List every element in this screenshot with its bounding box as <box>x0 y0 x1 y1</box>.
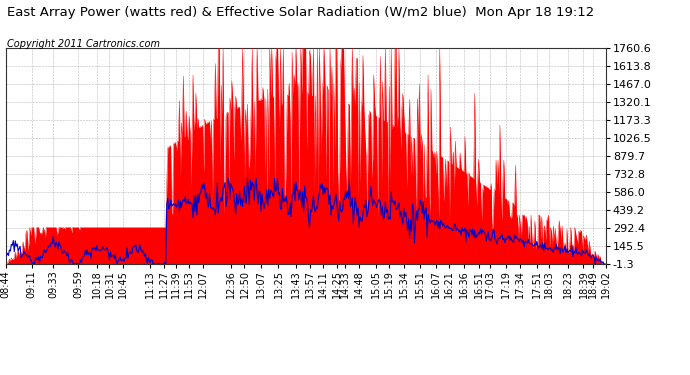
Text: East Array Power (watts red) & Effective Solar Radiation (W/m2 blue)  Mon Apr 18: East Array Power (watts red) & Effective… <box>7 6 594 19</box>
Text: Copyright 2011 Cartronics.com: Copyright 2011 Cartronics.com <box>7 39 160 50</box>
